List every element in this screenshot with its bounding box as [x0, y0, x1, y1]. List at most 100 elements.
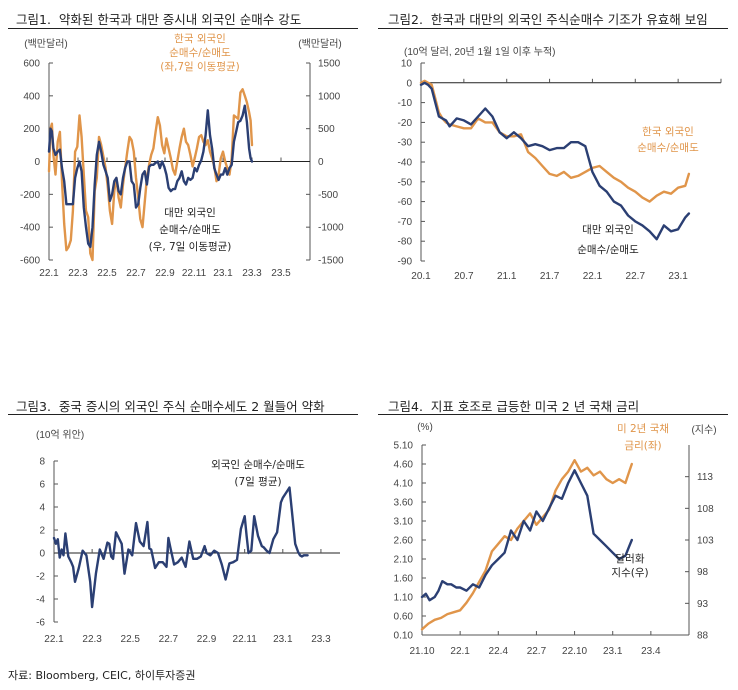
chart-1-x-tick-label: 22.1 — [39, 268, 59, 279]
chart-4-y-tick-label: 1.60 — [394, 574, 414, 585]
chart-1-y-tick-label: 0 — [34, 157, 40, 168]
chart-4-y2-tick-label: 93 — [697, 599, 709, 610]
chart-3-x-tick-label: 22.3 — [82, 634, 102, 645]
chart-1-series-orange-line — [47, 88, 254, 262]
chart-1-series-label: 순매수/순매도 — [169, 47, 231, 59]
chart-3-y-label: (10억 위안) — [36, 428, 84, 441]
source-note: 자료: Bloomberg, CEIC, 하이투자증권 — [8, 669, 196, 682]
chart-3-x-tick-label: 22.7 — [159, 634, 179, 645]
chart-4-x-tick-label: 22.4 — [489, 646, 509, 657]
chart-4-y-tick-label: 2.60 — [394, 536, 414, 547]
chart-1-series-label: (우, 7일 이동평균) — [149, 240, 232, 253]
chart-1-y2-label: (백만달러) — [298, 38, 341, 50]
chart-2-y-tick-label: 10 — [401, 59, 413, 70]
chart-2-x-tick-label: 20.7 — [454, 271, 474, 282]
figure-1-number: 그림1. — [16, 12, 51, 27]
chart-1-y-tick-label: 400 — [23, 91, 40, 102]
figure-1-heading: 약화된 한국과 대만 증시내 외국인 순매수 강도 — [58, 12, 302, 27]
chart-4-y-tick-label: 0.10 — [394, 631, 414, 642]
chart-1-y-tick-label: -400 — [20, 223, 40, 234]
chart-1-x-tick-label: 23.3 — [242, 268, 262, 279]
figure-1-title: 그림1. 약화된 한국과 대만 증시내 외국인 순매수 강도 — [16, 9, 301, 28]
chart-3-y-tick-label: 2 — [39, 526, 45, 537]
figure-4-heading: 지표 호조로 급등한 미국 2 년 국채 금리 — [430, 399, 640, 414]
chart-4-y2-tick-label: 108 — [697, 504, 714, 515]
chart-2-x-tick-label: 23.1 — [668, 271, 688, 282]
chart-2-y-tick-label: -10 — [398, 98, 413, 109]
chart-4-y-tick-label: 1.10 — [394, 593, 414, 604]
chart-1-series-label: (좌,7일 이동평균) — [160, 60, 240, 73]
chart-4-x-tick-label: 22.10 — [562, 646, 587, 657]
chart-3-y-tick-label: -6 — [36, 618, 45, 629]
chart-3-x-tick-label: 23.1 — [273, 634, 293, 645]
chart-3-y-tick-label: 4 — [39, 503, 45, 514]
chart-2-x-tick-label: 21.1 — [497, 271, 517, 282]
chart-4-x-tick-label: 22.1 — [450, 646, 470, 657]
chart-4-series-label: 금리(좌) — [624, 440, 661, 452]
chart-1-y-tick-label: 200 — [23, 124, 40, 135]
chart-1-x-tick-label: 22.9 — [155, 268, 175, 279]
chart-4-x-tick-label: 23.4 — [641, 646, 661, 657]
chart-3-x-tick-label: 22.9 — [197, 634, 217, 645]
chart-4-x-tick-label: 22.7 — [527, 646, 547, 657]
chart-2-x-tick-label: 20.1 — [411, 271, 431, 282]
chart-3-x-tick-label: 23.3 — [311, 634, 331, 645]
chart-1-series-label: 순매수/순매도 — [159, 224, 221, 236]
figure-4-number: 그림4. — [388, 399, 423, 414]
chart-1-x-tick-label: 23.5 — [271, 268, 291, 279]
figure-3-title: 그림3. 중국 증시의 외국인 주식 순매수세도 2 월들어 약화 — [16, 396, 325, 415]
chart-2-x-tick-label: 21.7 — [540, 271, 560, 282]
chart-2-y-tick-label: -90 — [398, 257, 413, 268]
chart-1-x-tick-label: 22.5 — [97, 268, 117, 279]
chart-1-x-tick-label: 22.7 — [126, 268, 146, 279]
chart-2-y-tick-label: -40 — [398, 158, 413, 169]
chart-2-y-tick-label: 0 — [406, 78, 412, 89]
chart-1-y2-tick-label: 1000 — [318, 91, 341, 102]
chart-1-x-tick-label: 22.11 — [182, 268, 207, 279]
chart-4-y2-tick-label: 98 — [697, 567, 709, 578]
chart-1-x-tick-label: 22.3 — [68, 268, 88, 279]
chart-3-series-label: 외국인 순매수/순매도 — [211, 459, 305, 471]
chart-3-x-tick-label: 22.11 — [233, 634, 258, 645]
chart-1-y2-tick-label: -1500 — [318, 256, 344, 267]
chart-2-series-navy-line — [419, 81, 691, 241]
figure-2-rule — [378, 28, 728, 29]
figure-2-heading: 한국과 대만의 외국인 주식순매수 기조가 유효해 보임 — [430, 12, 708, 27]
chart-4-y-tick-label: 3.10 — [394, 517, 414, 528]
chart-4-y2-label: (지수) — [691, 424, 716, 436]
chart-3-y-tick-label: 8 — [39, 457, 45, 468]
chart-4-y2-tick-label: 88 — [697, 631, 709, 642]
figure-3-rule — [8, 414, 358, 415]
chart-4-y-label: (%) — [417, 422, 433, 433]
chart-1-y2-tick-label: -1000 — [318, 223, 344, 234]
chart-2-series-label: 대만 외국인 — [582, 224, 634, 236]
chart-1-series-navy-line — [47, 104, 254, 249]
figure-1-rule — [8, 28, 358, 29]
chart-3-y-tick-label: -4 — [36, 595, 45, 606]
chart-4-y-tick-label: 4.10 — [394, 479, 414, 490]
chart-1-y2-tick-label: 500 — [318, 124, 335, 135]
chart-2-y-tick-label: -20 — [398, 118, 413, 129]
chart-1-y-label: (백만달러) — [24, 38, 67, 50]
figure-3-heading: 중국 증시의 외국인 주식 순매수세도 2 월들어 약화 — [58, 399, 325, 414]
chart-4-y2-tick-label: 113 — [697, 472, 713, 483]
chart-1-y-tick-label: 600 — [23, 59, 40, 70]
chart-4-x-tick-label: 23.1 — [603, 646, 623, 657]
chart-2-series-label: 한국 외국인 — [642, 126, 694, 138]
chart-4-y-tick-label: 2.10 — [394, 555, 414, 566]
chart-4-y-tick-label: 0.60 — [394, 612, 414, 623]
chart-3-series-label: (7일 평균) — [234, 475, 281, 488]
chart-4-y-tick-label: 5.10 — [394, 441, 414, 452]
chart-4-series-label: 달러화 — [616, 553, 645, 565]
chart-3-series-navy-line — [52, 486, 309, 609]
chart-3: -6 -4 -2 0 2 4 6 8 22.1 22.3 22.5 22.7 22.9 22.11 23.1… — [36, 428, 340, 645]
figure-4-title: 그림4. 지표 호조로 급등한 미국 2 년 국채 금리 — [388, 396, 639, 415]
chart-1-y-tick-label: -600 — [20, 256, 40, 267]
chart-2-series-label: 순매수/순매도 — [637, 142, 699, 154]
chart-2-series-label: 순매수/순매도 — [577, 244, 639, 256]
chart-2-y-tick-label: -60 — [398, 197, 413, 208]
chart-2-y-tick-label: -80 — [398, 237, 413, 248]
chart-1-y2-tick-label: -500 — [318, 190, 338, 201]
figure-2-title: 그림2. 한국과 대만의 외국인 주식순매수 기조가 유효해 보임 — [388, 9, 708, 28]
